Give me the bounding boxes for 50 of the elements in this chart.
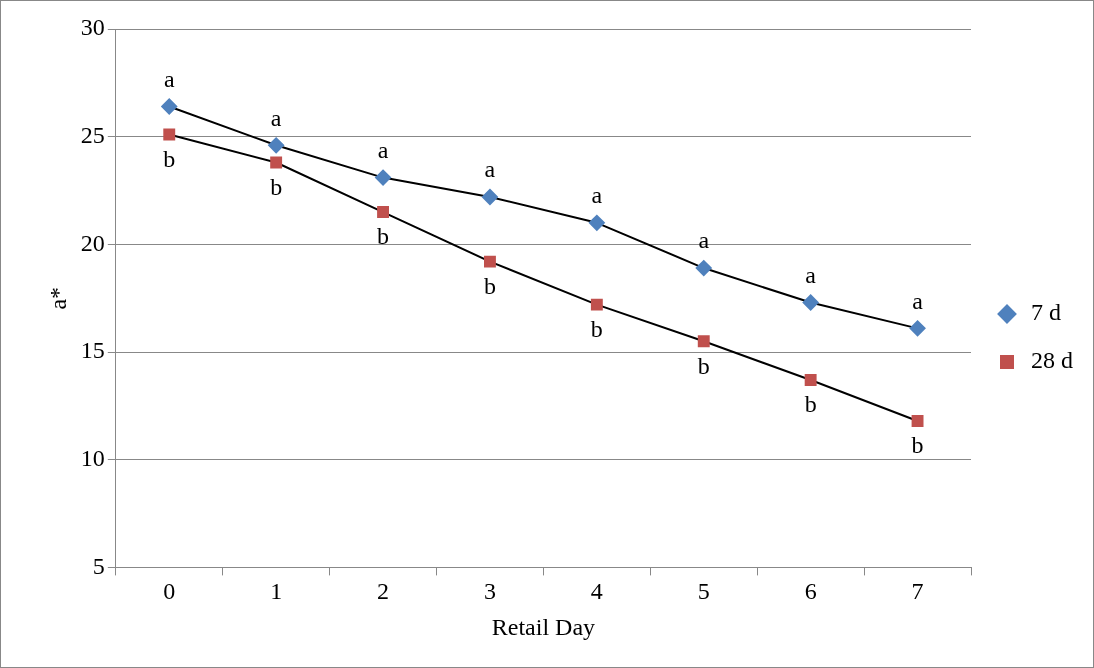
annotation: a	[484, 156, 496, 183]
point	[909, 320, 926, 337]
y-tick-label: 15	[80, 337, 105, 364]
point	[590, 298, 603, 311]
annotation: b	[377, 223, 390, 250]
annotation: b	[697, 352, 710, 379]
point	[484, 255, 496, 268]
point	[161, 98, 178, 115]
annotation: b	[590, 315, 603, 342]
annotation: b	[804, 391, 817, 418]
annotation: a	[698, 227, 710, 254]
point	[804, 374, 817, 386]
x-tick-label: 5	[697, 578, 710, 605]
y-tick-label: 30	[80, 14, 105, 41]
point	[375, 169, 392, 186]
annotation: a	[805, 261, 817, 288]
point	[588, 214, 605, 231]
annotation: a	[591, 182, 603, 209]
point	[695, 260, 712, 277]
x-tick-label: 4	[590, 578, 603, 605]
point	[377, 206, 389, 219]
point	[268, 137, 285, 154]
y-axis-title: a*	[44, 286, 71, 310]
annotation: b	[270, 173, 283, 200]
annotation: b	[483, 272, 496, 299]
y-tick-label: 5	[92, 552, 105, 579]
point	[163, 128, 176, 141]
x-tick-label: 3	[483, 578, 496, 605]
x-tick-label: 0	[163, 578, 176, 605]
point	[697, 335, 710, 348]
annotation: a	[270, 104, 282, 131]
x-tick-label: 2	[377, 578, 390, 605]
point	[481, 188, 498, 205]
point	[911, 415, 924, 427]
legend-label: 28 d	[1031, 347, 1073, 374]
point	[802, 294, 819, 311]
y-tick-label: 10	[80, 445, 105, 472]
x-tick-label: 1	[270, 578, 283, 605]
annotation: b	[911, 432, 924, 459]
x-tick-label: 7	[911, 578, 924, 605]
y-tick-label: 25	[80, 121, 105, 148]
annotation: a	[377, 136, 389, 163]
point	[270, 156, 283, 169]
annotation: a	[912, 287, 924, 314]
x-axis-title: Retail Day	[491, 613, 596, 640]
x-tick-label: 6	[804, 578, 817, 605]
annotation: b	[163, 145, 176, 172]
y-tick-label: 20	[80, 229, 105, 256]
legend-label: 7 d	[1031, 299, 1061, 326]
annotation: a	[163, 65, 175, 92]
